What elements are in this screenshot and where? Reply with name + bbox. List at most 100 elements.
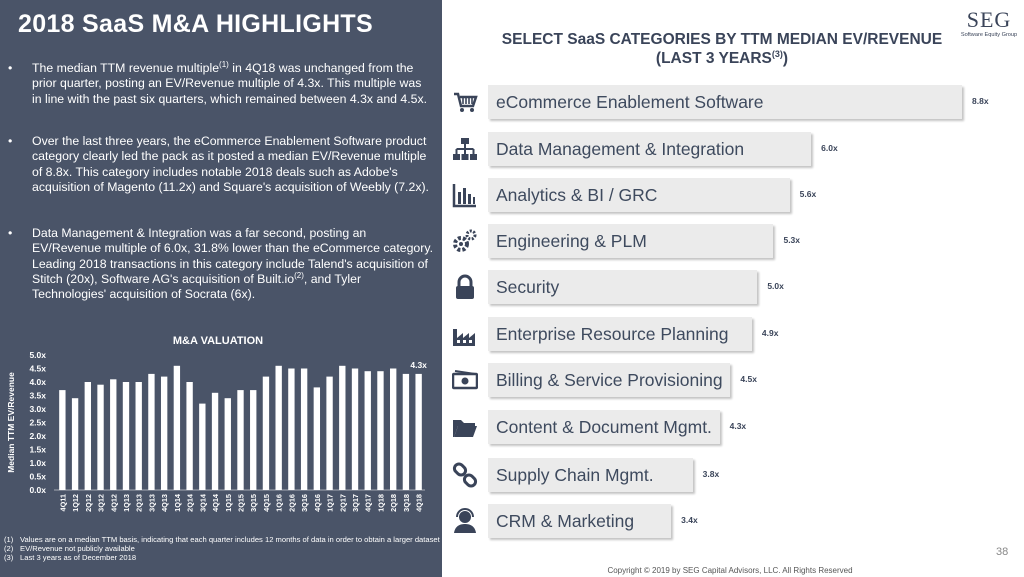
bar-chart-icon xyxy=(452,182,478,208)
category-row: Enterprise Resource Planning 4.9x xyxy=(450,317,1010,351)
headset-person-icon xyxy=(452,508,478,534)
x-tick-label: 4Q12 xyxy=(109,494,118,512)
left-panel: 2018 SaaS M&A HIGHLIGHTS • The median TT… xyxy=(0,0,442,577)
category-row: Analytics & BI / GRC 5.6x xyxy=(450,178,1010,212)
mva-valuation-chart: Median TTM EV/Revenue 0.0x 0.5x 1.0x 1.5x 2.0… xyxy=(6,350,427,512)
mva-bar xyxy=(402,373,410,490)
category-bar xyxy=(488,224,774,258)
mva-bar xyxy=(300,368,308,490)
mva-bar xyxy=(377,371,384,490)
lock-icon xyxy=(452,274,478,300)
y-tick-label: 2.0x xyxy=(29,431,46,441)
mva-bar xyxy=(135,382,142,490)
x-tick-label: 3Q18 xyxy=(402,494,411,512)
footnote: (2) EV/Revenue not publicly available xyxy=(4,544,135,553)
x-tick-label: 4Q16 xyxy=(313,494,322,512)
y-tick-label: 4.5x xyxy=(29,364,46,374)
y-tick-label: 1.0x xyxy=(29,458,46,468)
category-value-label: 5.3x xyxy=(783,235,801,245)
data-label: 4.3x xyxy=(410,360,427,370)
footnotes: (1) Values are on a median TTM basis, ind… xyxy=(4,535,440,562)
y-tick-label: 0.5x xyxy=(29,472,46,482)
x-tick-label: 1Q14 xyxy=(173,493,182,512)
footnote: (1) Values are on a median TTM basis, ind… xyxy=(4,535,440,544)
y-axis-label: Median TTM EV/Revenue xyxy=(6,372,16,473)
category-value-label: 3.4x xyxy=(681,515,698,525)
mva-bar xyxy=(148,373,155,490)
x-tick-label: 2Q16 xyxy=(287,494,296,512)
x-tick-label: 1Q15 xyxy=(224,494,233,512)
category-row: Security 5.0x xyxy=(450,270,1010,304)
category-row: Supply Chain Mgmt. 3.8x xyxy=(450,458,1010,492)
x-tick-label: 2Q14 xyxy=(186,493,195,512)
bullet-text: The median TTM revenue multiple(1) in 4Q… xyxy=(32,59,428,106)
mva-bar xyxy=(390,368,397,490)
x-tick-label: 1Q16 xyxy=(275,494,284,512)
mva-bar xyxy=(71,398,79,490)
x-tick-label: 4Q14 xyxy=(211,493,220,512)
category-row: Billing & Service Provisioning 4.5x xyxy=(450,363,1010,397)
x-tick-label: 1Q13 xyxy=(122,494,131,512)
category-label: Supply Chain Mgmt. xyxy=(496,465,654,485)
category-label: Billing & Service Provisioning xyxy=(496,370,723,390)
mva-bar xyxy=(59,390,66,490)
y-tick-label: 0.0x xyxy=(29,485,46,495)
mva-bar xyxy=(364,371,371,490)
category-bar xyxy=(488,458,693,492)
category-value-label: 4.3x xyxy=(729,421,747,431)
category-label: eCommerce Enablement Software xyxy=(496,92,764,112)
mva-bar xyxy=(224,398,231,490)
bullet-item: • Over the last three years, the eCommer… xyxy=(8,134,434,195)
x-tick-label: 3Q17 xyxy=(351,494,360,512)
category-value-label: 3.8x xyxy=(702,469,720,479)
y-tick-label: 3.0x xyxy=(29,404,46,414)
category-value-label: 8.8x xyxy=(972,96,989,106)
mva-bar xyxy=(173,365,181,490)
x-tick-label: 3Q15 xyxy=(249,494,258,512)
bullet-dot: • xyxy=(8,61,13,75)
x-tick-label: 4Q13 xyxy=(160,494,169,512)
x-tick-label: 4Q15 xyxy=(262,494,271,512)
x-tick-label: 4Q17 xyxy=(364,494,373,512)
mva-bar xyxy=(160,376,168,490)
mva-bar xyxy=(262,376,270,490)
mva-bar xyxy=(288,368,295,490)
shopping-cart-icon xyxy=(452,89,478,115)
category-label: CRM & Marketing xyxy=(496,511,635,531)
category-row: eCommerce Enablement Software 8.8x xyxy=(450,85,1010,119)
category-label: Enterprise Resource Planning xyxy=(496,324,729,344)
category-bar xyxy=(488,270,758,304)
x-tick-label: 4Q11 xyxy=(58,494,67,511)
mva-bar xyxy=(211,392,219,490)
bullet-dot: • xyxy=(8,226,13,240)
mva-bar xyxy=(186,382,193,490)
mva-bar xyxy=(199,403,206,490)
category-bar xyxy=(488,363,731,397)
mva-bar xyxy=(110,379,117,490)
x-tick-label: 1Q12 xyxy=(71,494,80,512)
x-tick-label: 2Q18 xyxy=(389,494,398,512)
page-title: 2018 SaaS M&A HIGHLIGHTS xyxy=(18,10,373,38)
bullet-text: Over the last three years, the eCommerce… xyxy=(32,134,429,194)
category-bar xyxy=(488,504,672,538)
x-tick-label: 2Q15 xyxy=(237,494,246,512)
category-bar xyxy=(488,85,962,119)
mva-bar xyxy=(97,384,104,490)
y-tick-label: 1.5x xyxy=(29,445,46,455)
x-tick-label: 4Q18 xyxy=(415,494,424,512)
category-label: Analytics & BI / GRC xyxy=(496,185,658,205)
bullet-text: Data Management & Integration was a far … xyxy=(32,226,433,302)
x-tick-label: 2Q12 xyxy=(84,494,93,512)
y-tick-label: 5.0x xyxy=(29,350,46,360)
mva-bar xyxy=(275,365,282,490)
category-label: Engineering & PLM xyxy=(496,231,647,251)
factory-icon xyxy=(452,321,478,347)
footnote: (3) Last 3 years as of December 2018 xyxy=(4,553,137,562)
category-label: Security xyxy=(496,277,560,297)
category-bar xyxy=(488,178,790,212)
page-number: 38 xyxy=(996,546,1009,558)
mva-bar xyxy=(326,376,333,490)
category-bar xyxy=(488,410,720,444)
x-tick-label: 1Q18 xyxy=(376,494,385,512)
mva-bar xyxy=(313,387,321,490)
